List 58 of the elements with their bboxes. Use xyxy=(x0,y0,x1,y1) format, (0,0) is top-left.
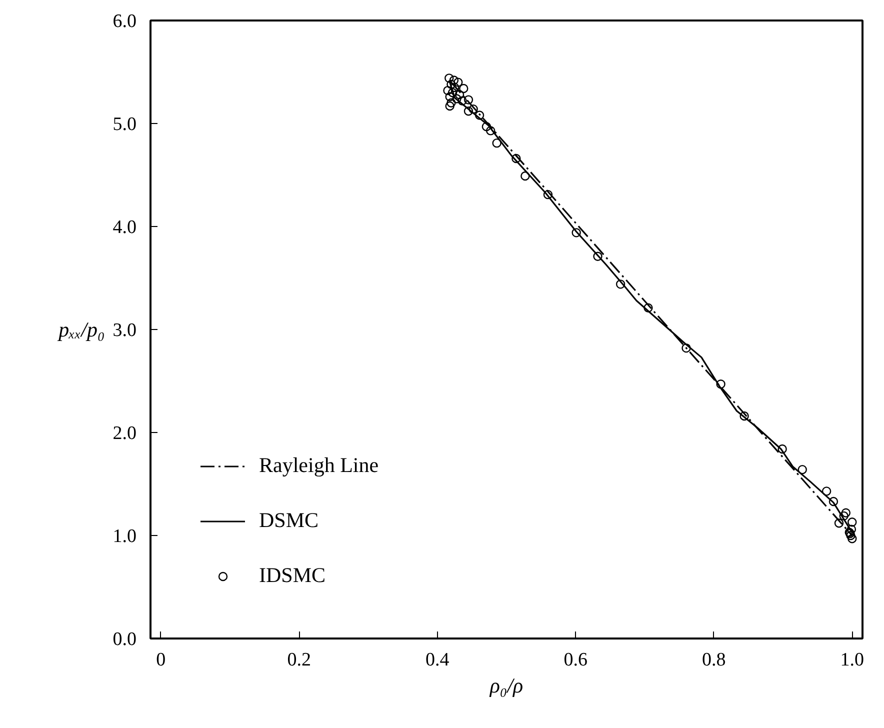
y-tick-label: 6.0 xyxy=(112,11,136,32)
point xyxy=(458,96,467,106)
point xyxy=(616,280,626,289)
y-tick-label: 0.0 xyxy=(112,629,136,650)
y-axis-title: pₓₓ/p₀ xyxy=(56,318,105,342)
point xyxy=(593,252,602,261)
y-tick-label: 4.0 xyxy=(112,217,136,238)
y-tick-label: 1.0 xyxy=(112,526,136,547)
y-tick-label: 3.0 xyxy=(112,320,136,341)
point xyxy=(454,78,463,87)
x-axis-title: ρ₀/ρ xyxy=(488,674,524,698)
point xyxy=(841,508,851,518)
point xyxy=(464,106,474,116)
point xyxy=(644,303,653,312)
legend-label: DSMC xyxy=(259,508,319,533)
point xyxy=(822,486,832,496)
point xyxy=(445,101,454,111)
y-tick-label: 5.0 xyxy=(112,114,136,135)
point xyxy=(459,84,468,94)
point xyxy=(798,464,807,474)
point xyxy=(848,518,857,527)
point xyxy=(446,98,456,108)
point xyxy=(572,228,581,238)
x-tick-label: 0.6 xyxy=(564,650,588,670)
point xyxy=(846,524,856,534)
point xyxy=(716,380,726,389)
x-tick-label: 0.2 xyxy=(287,650,311,670)
point xyxy=(482,122,492,132)
point xyxy=(445,92,454,102)
point xyxy=(486,126,496,136)
point xyxy=(449,76,459,85)
x-tick-label: 0.8 xyxy=(702,650,726,670)
y-tick-label: 2.0 xyxy=(112,423,136,444)
point xyxy=(464,95,474,104)
point xyxy=(492,138,502,148)
point xyxy=(512,154,521,164)
point xyxy=(444,74,454,83)
legend-label: Rayleigh Line xyxy=(259,453,379,478)
point xyxy=(839,511,848,521)
point xyxy=(452,94,462,104)
point xyxy=(443,86,452,96)
point xyxy=(834,518,844,528)
point xyxy=(468,104,478,114)
point xyxy=(474,110,484,120)
point xyxy=(446,80,456,89)
point xyxy=(454,90,464,100)
x-tick-label: 1.0 xyxy=(840,650,864,670)
point xyxy=(543,190,553,200)
legend-label: IDSMC xyxy=(259,563,326,588)
point xyxy=(828,496,838,506)
point xyxy=(778,444,787,454)
point xyxy=(448,88,458,98)
point xyxy=(848,534,857,544)
x-tick-label: 0.4 xyxy=(426,650,450,670)
point xyxy=(740,411,749,421)
point xyxy=(520,171,530,181)
x-tick-label: 0 xyxy=(156,650,166,670)
point xyxy=(682,343,691,353)
